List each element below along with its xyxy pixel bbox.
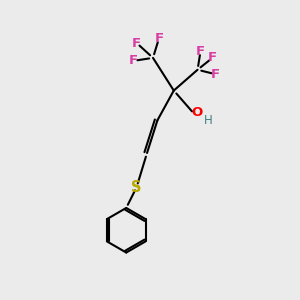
Text: H: H (204, 114, 212, 127)
Text: F: F (211, 68, 220, 81)
Text: F: F (196, 45, 205, 58)
Text: O: O (191, 106, 203, 119)
Text: F: F (132, 37, 141, 50)
Text: S: S (131, 180, 142, 195)
Text: F: F (129, 54, 138, 67)
Text: F: F (208, 51, 217, 64)
Text: F: F (154, 32, 164, 45)
